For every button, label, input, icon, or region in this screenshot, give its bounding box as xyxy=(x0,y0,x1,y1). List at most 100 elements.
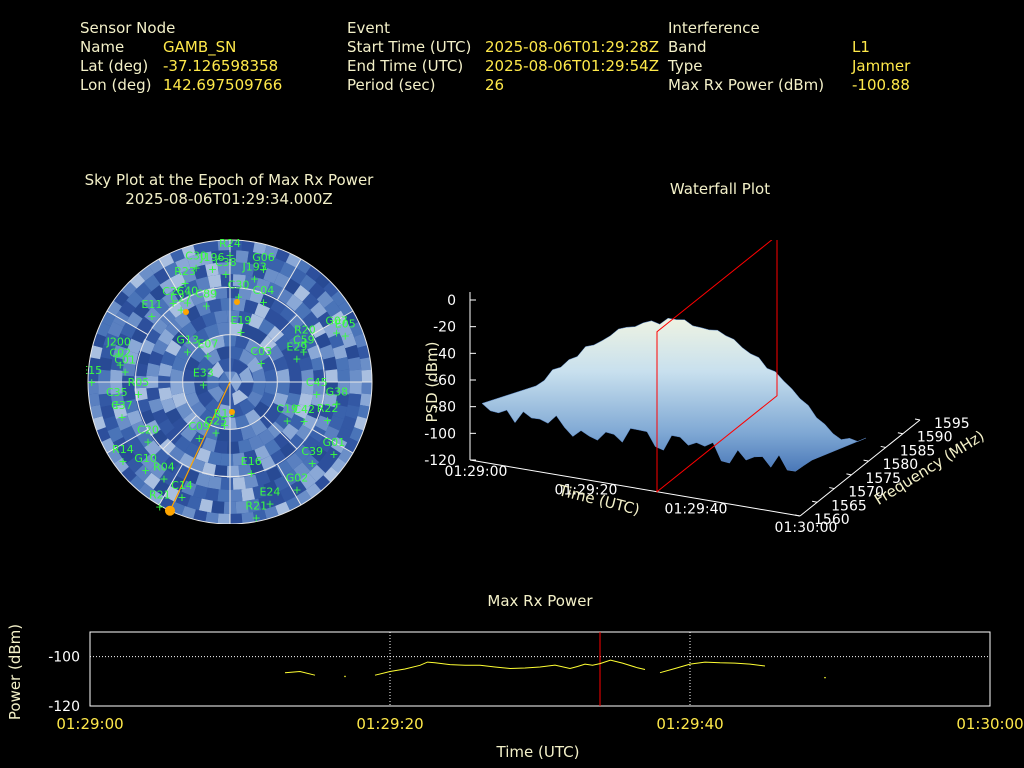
sky-tile xyxy=(273,392,289,409)
satellite-marker: + xyxy=(252,511,261,524)
satellite-marker: + xyxy=(220,419,229,432)
sky-tile xyxy=(115,415,132,431)
power-x-label: Time (UTC) xyxy=(496,743,580,761)
sky-tile xyxy=(218,382,230,393)
sky-tile xyxy=(150,429,168,447)
sky-tile xyxy=(174,311,191,329)
sky-tile xyxy=(264,439,281,456)
sensor-name-value: GAMB_SN xyxy=(163,38,237,56)
power-y-tick-label: -120 xyxy=(48,699,80,715)
waterfall-time-tick-label: 01:29:20 xyxy=(555,483,618,499)
satellite-label: C89 xyxy=(195,288,217,301)
sky-spoke xyxy=(162,415,197,450)
sky-tile xyxy=(241,487,255,502)
sky-tile xyxy=(244,409,262,426)
satellite-label: C09 xyxy=(188,420,210,433)
satellite-marker: + xyxy=(292,484,301,497)
satellite-label: G38 xyxy=(326,385,349,398)
sky-tile xyxy=(324,446,342,464)
event-start-label: Start Time (UTC) xyxy=(347,38,472,56)
waterfall-title: Waterfall Plot xyxy=(669,180,771,198)
sky-tile xyxy=(239,348,256,366)
sky-tile xyxy=(98,369,111,382)
sky-tile xyxy=(230,240,243,251)
sky-tile xyxy=(361,369,372,382)
satellite-marker: + xyxy=(221,268,230,281)
sky-tile xyxy=(132,301,150,319)
sky-tile xyxy=(252,484,268,500)
power-title: Max Rx Power xyxy=(487,592,593,610)
sky-tile xyxy=(107,321,124,338)
satellite-label: C01 xyxy=(114,354,136,367)
sky-tile xyxy=(190,432,207,449)
waterfall-z-tick-label: -20 xyxy=(433,320,456,336)
satellite-marker: + xyxy=(120,366,129,379)
sky-tile xyxy=(134,282,152,300)
sky-tile xyxy=(314,475,332,493)
event-period-label: Period (sec) xyxy=(347,76,436,94)
sky-tile xyxy=(230,322,244,336)
sky-tile xyxy=(213,440,228,454)
sky-tile xyxy=(316,290,334,308)
sky-tile xyxy=(248,434,265,451)
satellite-marker: + xyxy=(202,300,211,313)
sky-tile xyxy=(144,419,161,437)
sky-tile xyxy=(171,417,189,435)
sky-tile xyxy=(112,344,128,360)
sky-tile xyxy=(186,253,202,269)
sky-tile xyxy=(170,368,184,382)
sky-tile xyxy=(216,428,230,442)
sky-tile xyxy=(337,369,350,382)
sky-tile xyxy=(182,368,196,382)
sky-tile xyxy=(165,319,183,337)
sky-tile xyxy=(238,310,253,325)
sky-tile xyxy=(273,315,291,333)
sky-tile xyxy=(332,344,348,360)
sky-tile xyxy=(337,382,350,395)
satellite-label: R21 xyxy=(245,499,267,512)
sky-tile xyxy=(195,276,211,292)
sky-tile xyxy=(285,294,303,312)
sky-tile xyxy=(146,387,160,402)
sky-tile xyxy=(335,357,350,371)
sky-tile xyxy=(258,253,274,269)
sky-tile xyxy=(146,362,160,377)
satellite-label: C35 xyxy=(106,386,128,399)
sky-tile xyxy=(341,415,357,432)
waterfall-time-axis xyxy=(469,459,801,517)
sky-tile xyxy=(230,382,242,393)
sky-tile xyxy=(243,449,259,465)
satellite-marker: + xyxy=(208,263,217,276)
sky-tile xyxy=(273,355,289,372)
sky-tile xyxy=(298,392,314,408)
sky-tile xyxy=(301,382,314,395)
sky-tile xyxy=(134,362,148,377)
sky-spoke xyxy=(158,258,184,301)
satellite-marker: + xyxy=(134,388,143,401)
satellite-label: C27 xyxy=(170,291,192,304)
satellite-marker: + xyxy=(257,357,266,370)
sky-tile xyxy=(347,357,362,371)
satellite-label: R20 xyxy=(294,324,316,337)
sky-tile xyxy=(267,421,285,439)
satellite-label: C42 xyxy=(293,403,315,416)
sky-tile xyxy=(140,292,158,310)
sky-tile xyxy=(100,404,115,420)
orange-point xyxy=(234,299,240,305)
satellite-marker: + xyxy=(332,397,341,410)
sky-tile xyxy=(305,483,323,500)
sky-tile xyxy=(281,323,299,341)
sky-tile xyxy=(288,333,306,351)
sky-tile xyxy=(345,344,360,360)
sky-tile xyxy=(175,344,193,362)
satellite-label: C19 xyxy=(276,403,298,416)
satellite-label: E11 xyxy=(141,298,162,311)
satellite-label: E15 xyxy=(86,364,102,377)
sky-plot-subtitle: 2025-08-06T01:29:34.000Z xyxy=(125,190,333,208)
sky-tile xyxy=(336,321,353,338)
sky-tile xyxy=(281,403,298,419)
sky-tile xyxy=(180,425,197,443)
sky-tile xyxy=(207,386,224,403)
sky-tile xyxy=(204,348,221,366)
sky-tile xyxy=(98,382,111,395)
